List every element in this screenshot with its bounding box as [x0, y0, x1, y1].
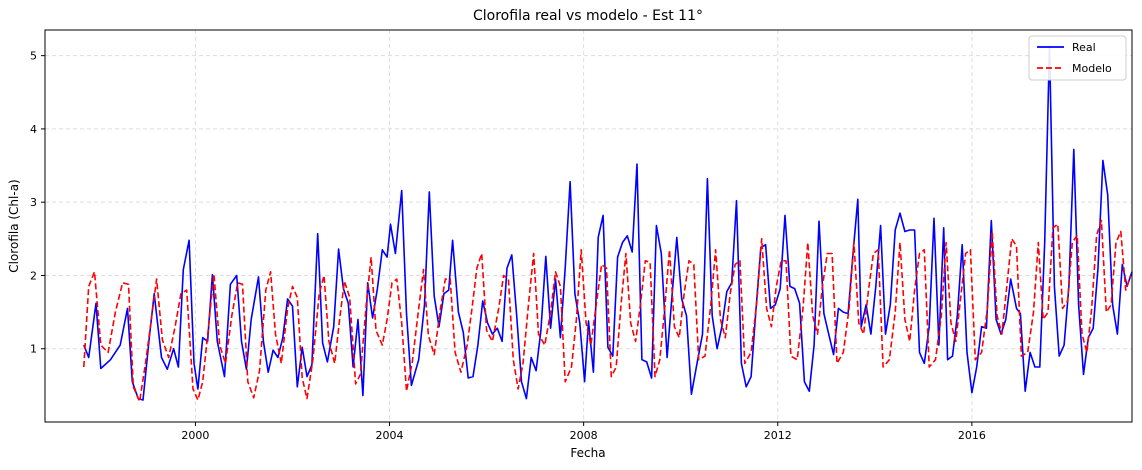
y-axis-label: Clorofila (Chl-a) — [7, 179, 21, 273]
series-layer — [83, 45, 1133, 403]
legend: Real Modelo — [1028, 35, 1127, 81]
y-tick-label: 5 — [30, 50, 37, 63]
y-tick-label: 1 — [30, 343, 37, 356]
x-axis-label: Fecha — [570, 446, 605, 460]
x-tick-label: 2008 — [570, 429, 598, 442]
series-line-modelo — [83, 219, 1132, 403]
legend-label-modelo: Modelo — [1072, 62, 1112, 75]
x-tick-label: 2012 — [764, 429, 792, 442]
x-tick-label: 2004 — [376, 429, 404, 442]
x-tick-label: 2016 — [958, 429, 986, 442]
chart-title: Clorofila real vs modelo - Est 11° — [473, 8, 703, 24]
series-line-real — [83, 45, 1133, 401]
y-tick-label: 4 — [30, 123, 37, 136]
y-tick-label: 3 — [30, 196, 37, 209]
plot-frame — [44, 29, 1133, 423]
x-tick-label: 2000 — [181, 429, 209, 442]
x-axis-ticks: 2000 2004 2008 2012 2016 — [181, 422, 986, 442]
legend-label-real: Real — [1072, 41, 1096, 54]
y-tick-label: 2 — [30, 269, 37, 282]
y-axis-ticks: 1 2 3 4 5 — [30, 50, 45, 356]
